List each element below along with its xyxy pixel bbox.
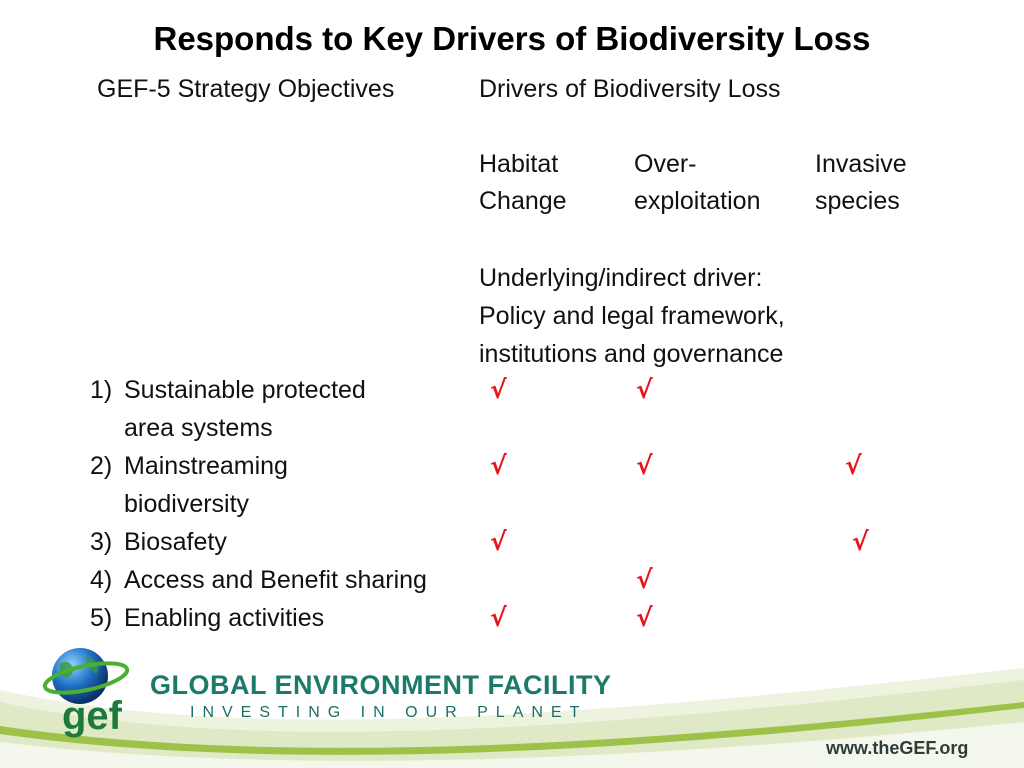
driver-line: Habitat	[479, 150, 559, 178]
driver-line: Invasive	[815, 150, 907, 178]
brand-tagline: INVESTING IN OUR PLANET	[190, 704, 588, 721]
objective-number: 1)	[90, 376, 113, 404]
objective-number: 5)	[90, 604, 113, 632]
objective-label: Sustainable protected	[124, 376, 366, 404]
objective-label: Mainstreaming	[124, 452, 288, 480]
driver-invasive-species: Invasive species	[815, 146, 907, 220]
objective-label-cont: biodiversity	[124, 490, 250, 518]
objective-label: Biosafety	[124, 528, 227, 556]
driver-line: Change	[479, 187, 567, 215]
check-mark-5-overexploitation: √	[636, 603, 653, 632]
drivers-header: Drivers of Biodiversity Loss	[479, 75, 781, 103]
objectives-header: GEF-5 Strategy Objectives	[97, 75, 395, 103]
underlying-line: Policy and legal framework,	[479, 302, 785, 330]
driver-line: species	[815, 187, 900, 215]
objective-label: Enabling activities	[124, 604, 325, 632]
objective-number: 4)	[90, 566, 113, 594]
underlying-line: Underlying/indirect driver:	[479, 264, 763, 292]
footer-url[interactable]: www.theGEF.org	[826, 738, 969, 758]
check-mark-3-habitat: √	[490, 527, 507, 556]
check-mark-2-invasive: √	[845, 451, 862, 480]
gef-logo-word: gef	[62, 694, 122, 738]
driver-habitat-change: Habitat Change	[479, 146, 567, 220]
objective-number: 3)	[90, 528, 113, 556]
check-mark-1-overexploitation: √	[636, 375, 653, 404]
check-mark-3-invasive: √	[852, 527, 869, 556]
objective-label-cont: area systems	[124, 414, 273, 442]
objective-label: Access and Benefit sharing	[124, 566, 427, 594]
brand-name: GLOBAL ENVIRONMENT FACILITY	[150, 670, 612, 700]
check-mark-5-habitat: √	[490, 603, 507, 632]
check-mark-4-overexploitation: √	[636, 565, 653, 594]
objective-number: 2)	[90, 452, 113, 480]
driver-line: exploitation	[634, 187, 761, 215]
underlying-driver: Underlying/indirect driver: Policy and l…	[479, 259, 785, 373]
globe-icon	[42, 648, 130, 704]
check-mark-2-overexploitation: √	[636, 451, 653, 480]
driver-overexploitation: Over- exploitation	[634, 146, 760, 220]
slide-title: Responds to Key Drivers of Biodiversity …	[153, 20, 871, 57]
footer-swoosh	[0, 668, 1024, 768]
check-mark-2-habitat: √	[490, 451, 507, 480]
underlying-line: institutions and governance	[479, 340, 784, 368]
driver-line: Over-	[634, 150, 697, 178]
check-mark-1-habitat: √	[490, 375, 507, 404]
